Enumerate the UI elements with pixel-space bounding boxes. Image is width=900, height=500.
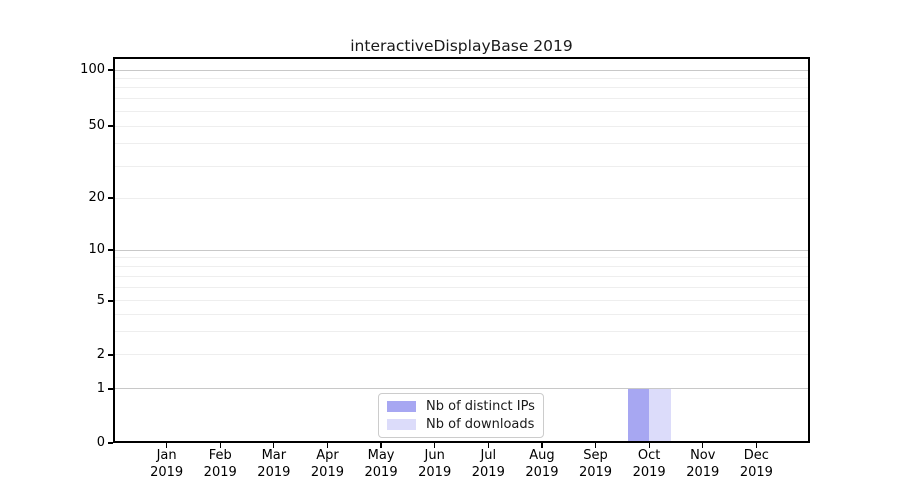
x-tickmark [648,443,650,448]
y-gridline-minor [113,313,810,315]
x-tickmark [380,443,382,448]
bar-nb-of-distinct-ips-oct-2019 [627,388,650,443]
x-tickmark [165,443,168,448]
legend: Nb of distinct IPs Nb of downloads [378,393,544,438]
y-gridline [113,300,810,302]
x-tick-label-year: 2019 [525,464,559,480]
x-tick-label-month: Mar [261,448,287,463]
legend-item-label: Nb of downloads [426,417,535,432]
x-tick-label-year: 2019 [471,464,505,480]
x-tick-label: Jun 2019 [403,448,467,481]
x-tick-label: May 2019 [349,448,413,481]
y-gridline-minor [113,165,810,167]
legend-swatch [387,419,416,430]
y-gridline [113,354,810,356]
x-tick-label-year: 2019 [257,464,291,480]
y-tick-label: 20 [88,190,105,205]
y-gridline [113,69,810,71]
x-tickmark [594,443,597,448]
x-tickmark [219,443,221,448]
y-gridline-minor [113,110,810,112]
x-tick-label-month: Jun [424,448,445,463]
x-tick-label-year: 2019 [632,464,666,480]
y-tickmark [108,125,113,127]
plot-area: Nb of distinct IPs Nb of downloads [113,57,810,443]
x-tick-label-month: Feb [208,448,232,463]
y-tick-label: 2 [96,346,105,362]
y-tickmark [108,300,113,302]
x-tick-label: Dec 2019 [724,448,788,481]
x-tickmark [702,443,704,448]
x-tick-label-year: 2019 [686,464,720,480]
x-tick-label-year: 2019 [418,464,452,480]
y-tick-label: 10 [88,242,105,257]
y-tick-label: 100 [80,62,105,77]
x-tick-label-month: Oct [637,448,661,463]
y-gridline-minor [113,265,810,267]
axis-spine-right [808,57,810,443]
y-gridline [113,125,810,127]
x-tick-label-month: Dec [743,448,769,463]
y-tickmark [108,354,113,356]
chart-title: interactiveDisplayBase 2019 [350,37,573,55]
y-gridline-minor [113,98,810,100]
y-tickmark [108,197,113,199]
y-gridline [113,249,810,251]
x-tick-label-month: Aug [529,448,555,463]
legend-swatch [387,401,416,412]
x-tick-label-month: May [367,448,395,463]
x-tick-label: Nov 2019 [671,448,735,481]
y-tick-label: 0 [96,435,105,450]
x-tickmark [273,443,275,448]
y-tick-label: 1 [96,380,105,396]
axis-spine-bottom [113,441,810,443]
x-tick-label-year: 2019 [364,464,398,480]
y-gridline-minor [113,78,810,79]
y-tickmark [108,249,113,251]
y-tickmark [108,388,113,390]
x-tick-label: Mar 2019 [242,448,306,481]
y-gridline [113,388,810,390]
x-tick-label: Jul 2019 [456,448,520,481]
axis-spine-left [113,57,115,443]
x-tick-label-year: 2019 [739,464,773,480]
y-gridline-minor [113,287,810,289]
x-tick-label: Sep 2019 [564,448,628,481]
y-gridline [113,197,810,199]
x-tick-label: Jan 2019 [135,448,199,481]
y-tickmark [108,69,113,71]
y-gridline-minor [113,275,810,277]
x-tick-label-year: 2019 [150,464,184,480]
legend-item: Nb of distinct IPs [387,399,535,414]
y-gridline-minor [113,143,810,144]
x-tick-label-month: Jul [480,448,497,463]
y-gridline-minor [113,87,810,89]
x-tickmark [434,443,436,448]
y-gridline-minor [113,330,810,332]
y-tick-label: 5 [96,292,105,308]
x-tick-label-year: 2019 [310,464,344,480]
x-tickmark [487,443,489,448]
x-tickmark [326,443,329,448]
x-tick-label: Oct 2019 [617,448,681,481]
bar-nb-of-downloads-oct-2019 [649,388,671,443]
x-tick-label: Feb 2019 [188,448,252,481]
legend-item-label: Nb of distinct IPs [426,399,535,414]
y-tick-label: 50 [88,118,105,134]
x-tick-label-month: Apr [316,448,339,463]
x-tick-label-year: 2019 [203,464,237,480]
x-tick-label-month: Jan [156,448,177,463]
x-tickmark [541,443,543,448]
x-tick-label: Apr 2019 [295,448,359,481]
x-tickmark [755,443,758,448]
x-tick-label-year: 2019 [578,464,613,480]
x-tick-label: Aug 2019 [510,448,574,481]
x-tick-label-month: Sep [583,448,608,463]
y-gridline-minor [113,257,810,259]
y-tickmark [108,442,113,444]
x-tick-label-month: Nov [690,448,716,463]
axis-spine-top [113,57,810,59]
legend-item: Nb of downloads [387,417,535,432]
